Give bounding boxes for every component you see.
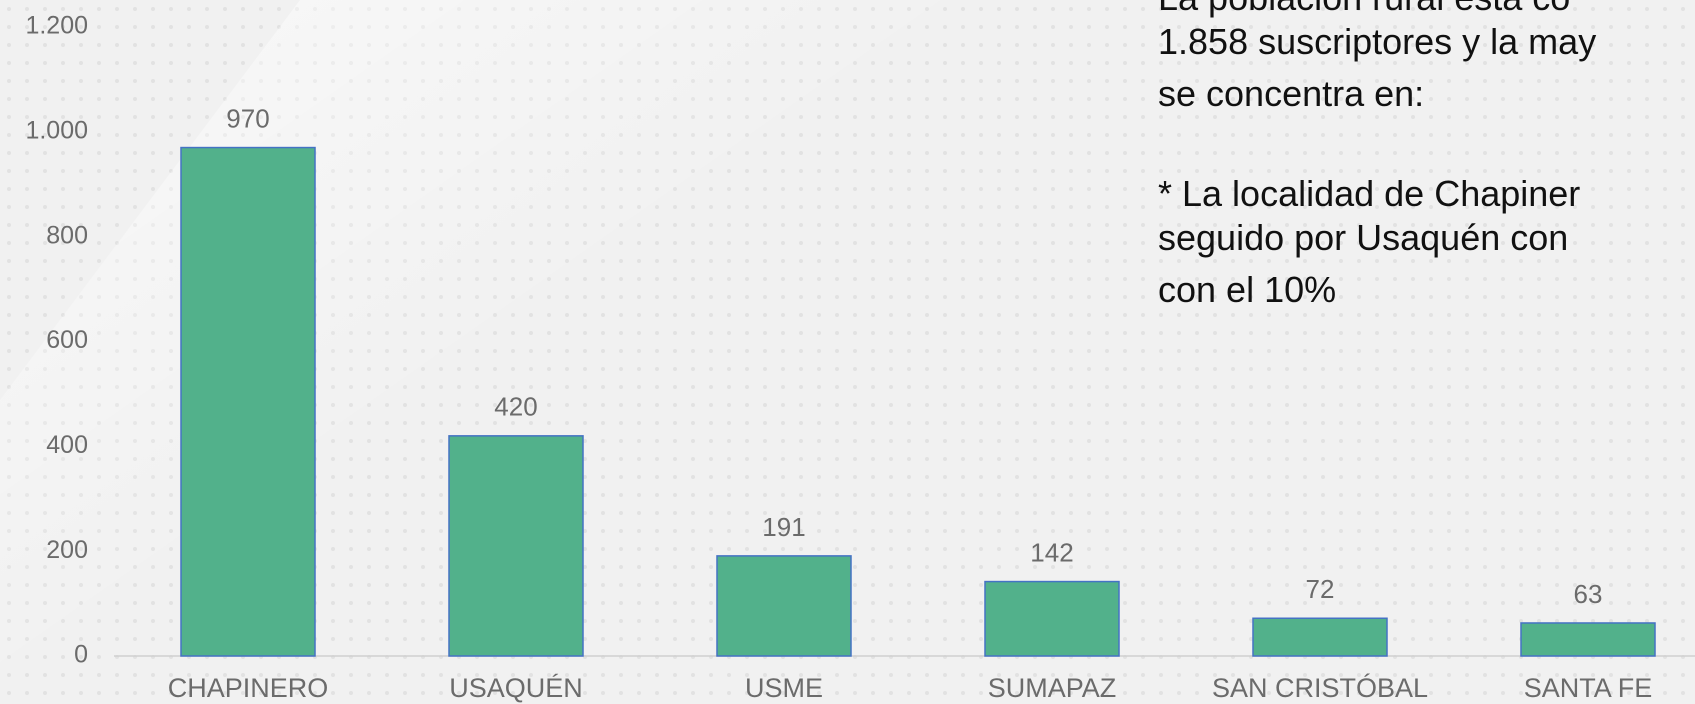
bar <box>1520 622 1656 657</box>
y-tick-label: 1.000 <box>25 116 88 144</box>
data-label: 420 <box>494 392 537 422</box>
bar <box>448 435 584 657</box>
annotation-line: con el 10% <box>1158 269 1336 310</box>
annotation-line: seguido por Usaquén con <box>1158 217 1568 258</box>
bar <box>984 580 1120 657</box>
y-tick-label: 800 <box>46 221 88 249</box>
y-tick-label: 1.200 <box>25 12 88 40</box>
x-tick-label: SUMAPAZ <box>988 673 1117 703</box>
x-tick-label: SAN CRISTÓBAL <box>1212 672 1428 703</box>
y-tick-label: 400 <box>46 431 88 459</box>
data-label: 142 <box>1030 537 1073 567</box>
x-tick-label: USAQUÉN <box>449 673 583 703</box>
data-label: 72 <box>1306 574 1335 604</box>
annotation-line: 1.858 suscriptores y la may <box>1158 21 1596 62</box>
x-tick-label: CHAPINERO <box>168 673 329 703</box>
data-label: 191 <box>762 512 805 542</box>
annotation-line: * La localidad de Chapiner <box>1158 173 1580 214</box>
bar <box>1252 617 1388 657</box>
bar <box>180 146 316 657</box>
y-tick-label: 0 <box>74 641 88 669</box>
y-tick-label: 600 <box>46 326 88 354</box>
y-tick-label: 200 <box>46 536 88 564</box>
x-tick-label: USME <box>745 673 823 703</box>
annotation-line: se concentra en: <box>1158 73 1424 114</box>
x-tick-label: SANTA FE <box>1524 673 1653 703</box>
data-label: 63 <box>1574 579 1603 609</box>
annotation-line: La población rural está co <box>1158 0 1570 18</box>
data-label: 970 <box>226 103 269 133</box>
bar <box>716 555 852 657</box>
